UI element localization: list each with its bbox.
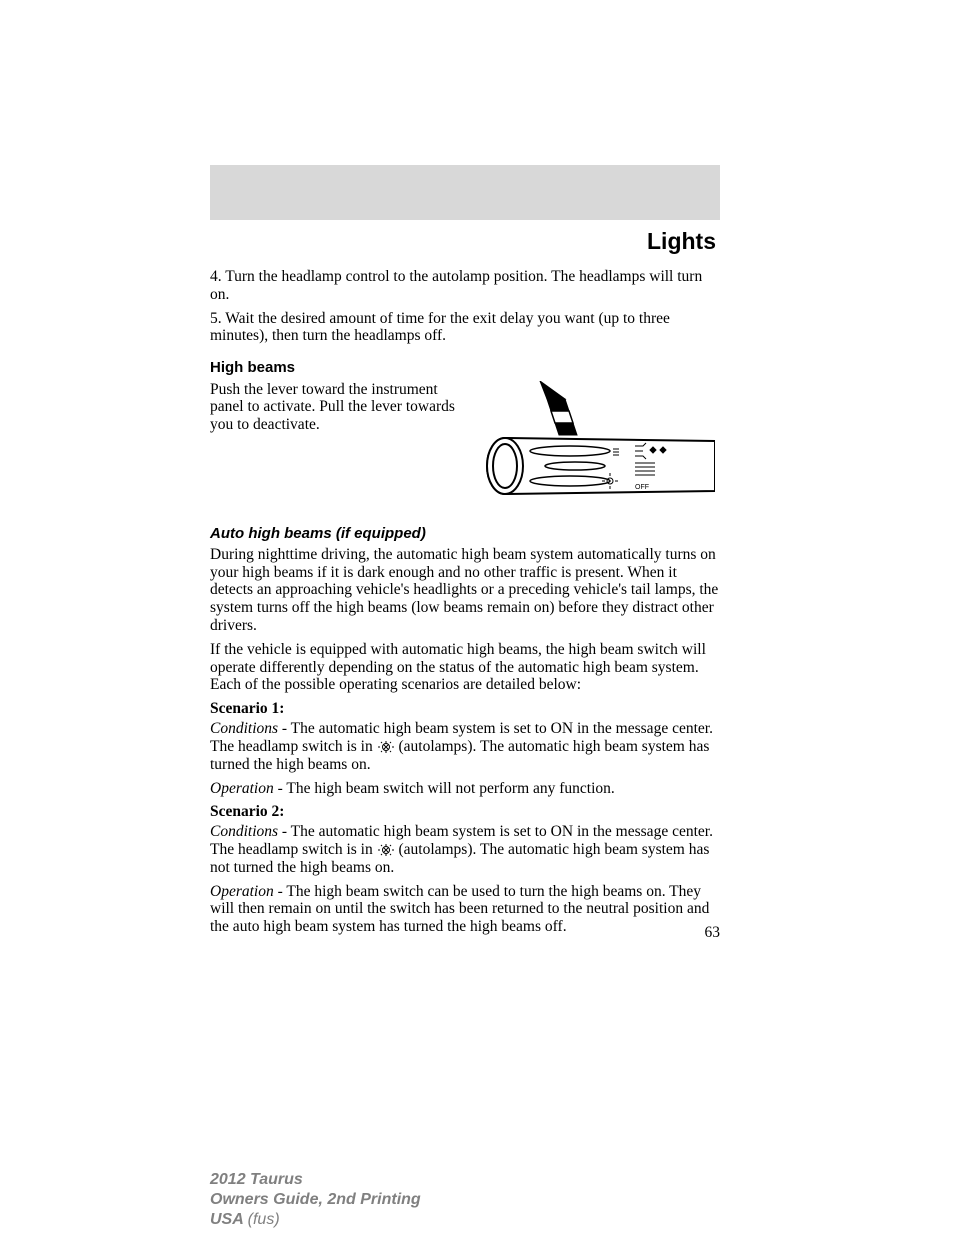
step-4: 4. Turn the headlamp control to the auto… xyxy=(210,268,720,304)
scenario-2-heading: Scenario 2: xyxy=(210,803,720,821)
autolamp-icon xyxy=(377,740,395,754)
scenario-1-heading: Scenario 1: xyxy=(210,700,720,718)
footer-usa: USA xyxy=(210,1211,248,1228)
autolamp-icon xyxy=(377,843,395,857)
scenario-1-operation: Operation - The high beam switch will no… xyxy=(210,780,720,798)
lever-diagram: OFF xyxy=(485,381,715,511)
conditions-label: Conditions xyxy=(210,823,278,840)
scenario-1-conditions: Conditions - The automatic high beam sys… xyxy=(210,720,720,773)
s2-op: - The high beam switch can be used to tu… xyxy=(210,883,709,936)
footer: 2012 Taurus Owners Guide, 2nd Printing U… xyxy=(210,1170,421,1230)
page-number: 63 xyxy=(705,924,721,942)
operation-label: Operation xyxy=(210,780,274,797)
scenario-2-conditions: Conditions - The automatic high beam sys… xyxy=(210,823,720,876)
auto-high-beams-heading: Auto high beams (if equipped) xyxy=(210,525,720,542)
auto-hb-p1: During nighttime driving, the automatic … xyxy=(210,546,720,635)
footer-line-3: USA (fus) xyxy=(210,1210,421,1230)
footer-fus: (fus) xyxy=(248,1211,280,1228)
header-band xyxy=(210,165,720,220)
footer-line-2: Owners Guide, 2nd Printing xyxy=(210,1190,421,1210)
operation-label: Operation xyxy=(210,883,274,900)
svg-text:OFF: OFF xyxy=(635,484,649,491)
page-content: 4. Turn the headlamp control to the auto… xyxy=(210,268,720,942)
footer-line-1: 2012 Taurus xyxy=(210,1170,421,1190)
conditions-label: Conditions xyxy=(210,720,278,737)
section-title: Lights xyxy=(647,228,716,255)
high-beams-text: Push the lever toward the instrument pan… xyxy=(210,381,460,434)
high-beams-heading: High beams xyxy=(210,359,720,376)
scenario-2-operation: Operation - The high beam switch can be … xyxy=(210,883,720,936)
auto-hb-p2: If the vehicle is equipped with automati… xyxy=(210,641,720,694)
high-beams-row: Push the lever toward the instrument pan… xyxy=(210,381,720,511)
step-5: 5. Wait the desired amount of time for t… xyxy=(210,310,720,346)
s1-op: - The high beam switch will not perform … xyxy=(274,780,615,797)
